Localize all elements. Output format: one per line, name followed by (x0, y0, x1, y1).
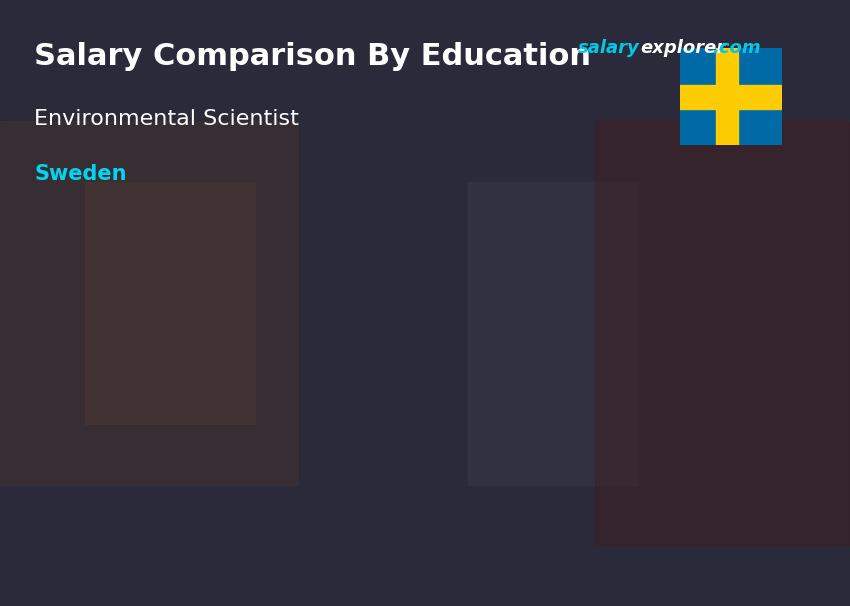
Text: .com: .com (712, 39, 761, 58)
Text: Salary Comparison By Education: Salary Comparison By Education (34, 42, 591, 72)
Bar (0, 121, 298, 485)
Text: Environmental Scientist: Environmental Scientist (34, 109, 299, 129)
Bar (127, 378, 227, 515)
Polygon shape (451, 314, 468, 515)
Text: salary: salary (578, 39, 640, 58)
Polygon shape (227, 366, 243, 515)
FancyArrowPatch shape (0, 0, 385, 467)
Text: 107,000 SEK: 107,000 SEK (572, 239, 678, 258)
Text: +31%: +31% (468, 201, 558, 228)
Polygon shape (676, 253, 691, 515)
Bar (575, 265, 676, 515)
Text: 58,700 SEK: 58,700 SEK (129, 352, 224, 370)
Bar (595, 121, 850, 545)
Bar (350, 326, 451, 515)
Text: Average Monthly Salary: Average Monthly Salary (790, 289, 802, 438)
FancyArrowPatch shape (220, 0, 609, 422)
Text: Sweden: Sweden (34, 164, 127, 184)
Bar (468, 182, 638, 485)
Text: +38%: +38% (244, 261, 334, 289)
Bar (680, 85, 782, 108)
Polygon shape (575, 253, 691, 265)
Polygon shape (127, 366, 243, 378)
Bar (716, 48, 738, 145)
Bar (85, 182, 255, 424)
Polygon shape (350, 314, 468, 326)
Text: 81,100 SEK: 81,100 SEK (354, 300, 449, 318)
Text: explorer: explorer (640, 39, 725, 58)
